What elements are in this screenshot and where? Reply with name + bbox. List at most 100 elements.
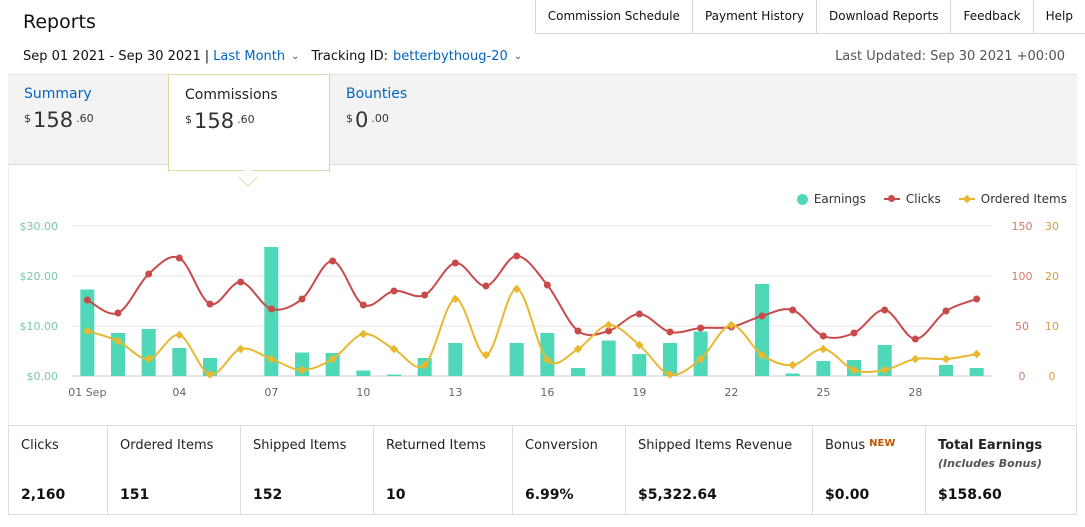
clicks-line — [86, 254, 978, 341]
payment-history-button[interactable]: Payment History — [691, 0, 816, 33]
x-tick-label: 04 — [172, 386, 186, 399]
ordered-items-point — [512, 284, 521, 294]
ordered-items-point — [604, 320, 613, 330]
earnings-bar — [448, 343, 463, 376]
legend-ordered-line-icon — [958, 194, 975, 204]
stat-shipped-items: Shipped Items 152 — [241, 426, 374, 514]
ordered-items-point — [972, 349, 981, 359]
legend-clicks-line-icon — [883, 194, 900, 204]
earnings-bar — [172, 348, 187, 376]
feedback-button[interactable]: Feedback — [950, 0, 1033, 33]
page-title: Reports — [23, 11, 96, 33]
filter-separator: | — [204, 49, 210, 64]
clicks-point — [451, 259, 459, 267]
tab-summary-label: Summary — [24, 86, 92, 102]
x-tick-label: 10 — [356, 386, 370, 399]
amount-cents: .60 — [76, 112, 94, 125]
ordered-items-point — [880, 365, 889, 375]
y-tick-left: $20.00 — [20, 270, 59, 283]
x-tick-label: 16 — [540, 386, 554, 399]
ordered-items-point — [389, 344, 399, 354]
tab-commissions[interactable]: Commissions $ 158 .60 — [168, 74, 330, 172]
legend-ordered-label: Ordered Items — [980, 192, 1067, 206]
earnings-bar — [540, 333, 555, 376]
currency-symbol: $ — [24, 112, 31, 125]
earnings-bar — [816, 361, 831, 376]
stat-sublabel: (Includes Bonus) — [938, 457, 1042, 470]
summary-amount: $ 158 .60 — [24, 108, 152, 132]
legend-clicks-label: Clicks — [905, 192, 941, 206]
ordered-items-point — [819, 344, 828, 354]
stat-label: Ordered Items — [120, 438, 214, 453]
y-tick-items: 0 — [1049, 370, 1056, 383]
stat-label: Conversion — [525, 438, 598, 453]
currency-symbol: $ — [346, 112, 353, 125]
ordered-items-point — [267, 354, 276, 364]
ordered-items-point — [757, 350, 767, 360]
earnings-bar — [571, 368, 585, 376]
earnings-bar — [356, 370, 371, 376]
x-tick-label: 22 — [724, 386, 738, 399]
chevron-down-icon[interactable]: ⌄ — [513, 51, 523, 62]
ordered-items-point — [727, 320, 736, 330]
period-dropdown[interactable]: Last Month — [213, 49, 286, 64]
clicks-point — [206, 300, 214, 308]
tab-summary[interactable]: Summary $ 158 .60 — [8, 74, 168, 165]
ordered-items-point — [849, 365, 859, 375]
stat-value: 2,160 — [21, 487, 66, 503]
clicks-point — [298, 295, 306, 303]
stat-ordered-items: Ordered Items 151 — [108, 426, 241, 514]
legend-ordered-items[interactable]: Ordered Items — [958, 192, 1067, 206]
legend-clicks[interactable]: Clicks — [883, 192, 941, 206]
clicks-point — [942, 307, 950, 315]
amount-whole: 158 — [33, 108, 74, 132]
ordered-items-point — [205, 370, 215, 379]
filters-bar: Sep 01 2021 - Sep 30 2021 | Last Month ⌄… — [23, 49, 534, 64]
clicks-point — [267, 305, 275, 313]
legend-earnings[interactable]: Earnings — [796, 192, 866, 206]
ordered-items-point — [113, 336, 123, 346]
clicks-point — [175, 254, 183, 262]
tracking-label: Tracking ID: — [311, 49, 388, 64]
stats-bar: Clicks 2,160 Ordered Items 151 Shipped I… — [8, 425, 1077, 515]
last-updated: Last Updated: Sep 30 2021 +00:00 — [835, 49, 1065, 64]
help-button[interactable]: Help — [1032, 0, 1085, 33]
stat-returned-items: Returned Items 10 — [374, 426, 513, 514]
earnings-chart: $0.00 $10.00 $20.00 $30.00 0 50 100 150 0 10 20 30 0… — [20, 220, 1060, 399]
earnings-bar — [755, 284, 769, 376]
tab-bounties[interactable]: Bounties $ 0 .00 — [330, 74, 490, 165]
legend-earnings-label: Earnings — [813, 192, 866, 206]
ordered-items-point — [665, 370, 675, 379]
amount-whole: 0 — [355, 108, 369, 132]
ordered-items-point — [481, 350, 491, 360]
clicks-point — [329, 257, 337, 265]
y-tick-clicks: 0 — [1019, 370, 1026, 383]
ordered-items-point — [175, 330, 184, 340]
tracking-id-dropdown[interactable]: betterbythoug-20 — [392, 49, 508, 64]
clicks-point — [359, 301, 367, 309]
clicks-point — [697, 324, 705, 332]
commission-schedule-button[interactable]: Commission Schedule — [534, 0, 692, 33]
legend-earnings-dot-icon — [796, 193, 808, 205]
download-reports-button[interactable]: Download Reports — [815, 0, 951, 33]
earnings-bar — [601, 340, 616, 376]
ordered-items-point — [543, 355, 552, 365]
clicks-point — [666, 328, 674, 336]
stat-label: Total Earnings — [938, 438, 1043, 453]
clicks-point — [482, 282, 490, 290]
earnings-bar — [969, 368, 984, 376]
amount-whole: 158 — [194, 109, 235, 133]
chart-container — [8, 165, 1077, 425]
stat-value: 6.99% — [525, 487, 574, 503]
stat-label: Shipped Items — [253, 438, 347, 453]
chevron-down-icon[interactable]: ⌄ — [291, 51, 300, 62]
earnings-bar — [663, 343, 677, 376]
clicks-point — [789, 306, 797, 314]
bounties-amount: $ 0 .00 — [346, 108, 474, 132]
ordered-items-point — [451, 294, 460, 304]
clicks-point — [145, 270, 153, 278]
tab-commissions-label: Commissions — [185, 87, 278, 103]
y-tick-left: $30.00 — [20, 220, 59, 233]
ordered-items-point — [236, 344, 245, 354]
y-tick-clicks: 150 — [1012, 220, 1033, 233]
